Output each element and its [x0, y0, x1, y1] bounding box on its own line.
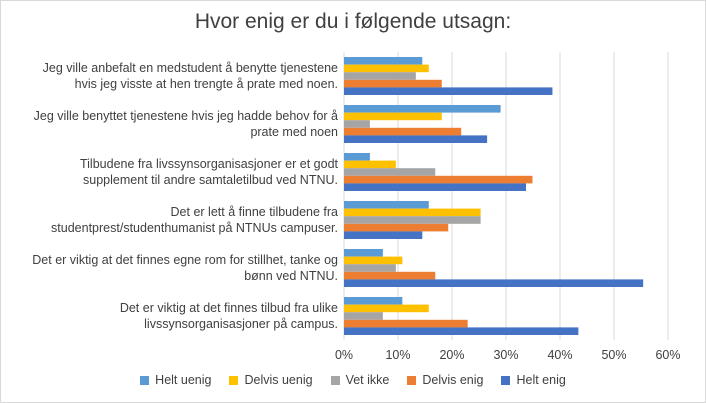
bar — [344, 216, 481, 224]
legend-item: Delvis uenig — [229, 373, 313, 387]
category-label-line: Jeg ville anbefalt en medstudent å benyt… — [42, 61, 338, 75]
legend-swatch — [330, 375, 340, 385]
bar — [344, 153, 370, 161]
category-label-line: livssynsorganisasjoner på campus. — [144, 317, 338, 331]
category-label: Jeg ville anbefalt en medstudent å benyt… — [28, 60, 338, 92]
legend-item: Delvis enig — [407, 373, 483, 387]
bar — [344, 297, 403, 305]
bar — [344, 72, 416, 80]
legend-label: Vet ikke — [345, 373, 390, 387]
x-tick-label: 0% — [335, 348, 353, 362]
bar — [344, 223, 449, 232]
legend-item: Helt enig — [501, 373, 566, 387]
chart-legend: Helt uenig Delvis uenig Vet ikke Delvis eni… — [0, 373, 706, 387]
category-label-line: studentprest/studenthumanist på NTNUs ca… — [51, 221, 338, 235]
legend-swatch — [229, 375, 239, 385]
category-label-line: Det er viktig at det finnes tilbud fra u… — [119, 301, 338, 315]
bar — [344, 183, 526, 191]
bar — [344, 256, 403, 265]
x-tick-label: 40% — [547, 348, 572, 362]
legend-swatch — [407, 375, 417, 385]
category-label-line: Jeg ville benyttet tjenestene hvis jeg h… — [33, 109, 338, 123]
category-label-line: Det er viktig at det finnes egne rom for… — [32, 253, 338, 267]
category-label-line: hvis jeg visste at hen trengte å prate m… — [74, 77, 338, 91]
bar — [344, 208, 481, 217]
bar — [344, 127, 462, 136]
bar — [344, 304, 429, 313]
legend-label: Helt enig — [516, 373, 566, 387]
x-tick-label: 30% — [493, 348, 518, 362]
bar — [344, 264, 396, 272]
category-label: Det er viktig at det finnes tilbud fra u… — [28, 300, 338, 332]
x-tick-label: 50% — [601, 348, 626, 362]
bar — [344, 105, 501, 113]
category-label-line: Det er lett å finne tilbudene fra — [170, 205, 338, 219]
bar — [344, 87, 553, 95]
category-label: Tilbudene fra livssynsorganisasjoner er … — [28, 156, 338, 188]
category-label: Jeg ville benyttet tjenestene hvis jeg h… — [28, 108, 338, 140]
bar — [344, 57, 423, 65]
bar — [344, 168, 436, 176]
bar — [344, 64, 429, 73]
legend-label: Helt uenig — [155, 373, 212, 387]
bar — [344, 231, 423, 239]
category-label-line: supplement til andre samtaletilbud ved N… — [83, 173, 338, 187]
bar — [344, 175, 533, 184]
legend-item: Vet ikke — [330, 373, 390, 387]
bar — [344, 135, 488, 143]
x-tick-label: 20% — [439, 348, 464, 362]
chart-title: Hvor enig er du i følgende utsagn: — [194, 10, 512, 33]
legend-swatch — [501, 375, 511, 385]
bar — [344, 160, 396, 169]
x-tick-label: 10% — [385, 348, 410, 362]
bar — [344, 79, 442, 88]
x-tick-label: 60% — [655, 348, 680, 362]
legend-label: Delvis enig — [422, 373, 484, 387]
legend-label: Delvis uenig — [244, 373, 313, 387]
category-label: Det er viktig at det finnes egne rom for… — [28, 252, 338, 284]
legend-swatch — [140, 375, 150, 385]
bar — [344, 319, 468, 328]
bar — [344, 112, 442, 121]
category-label-line: Tilbudene fra livssynsorganisasjoner er … — [79, 157, 338, 171]
category-label: Det er lett å finne tilbudene fra student… — [28, 204, 338, 236]
bar — [344, 201, 429, 209]
legend-item: Helt uenig — [140, 373, 211, 387]
bar — [344, 279, 644, 287]
category-label-line: bønn ved NTNU. — [244, 269, 338, 283]
category-label-line: prate med noen — [250, 125, 338, 139]
bar — [344, 120, 370, 128]
bar — [344, 271, 436, 280]
bar — [344, 327, 579, 335]
bar — [344, 249, 383, 257]
bar — [344, 312, 383, 320]
